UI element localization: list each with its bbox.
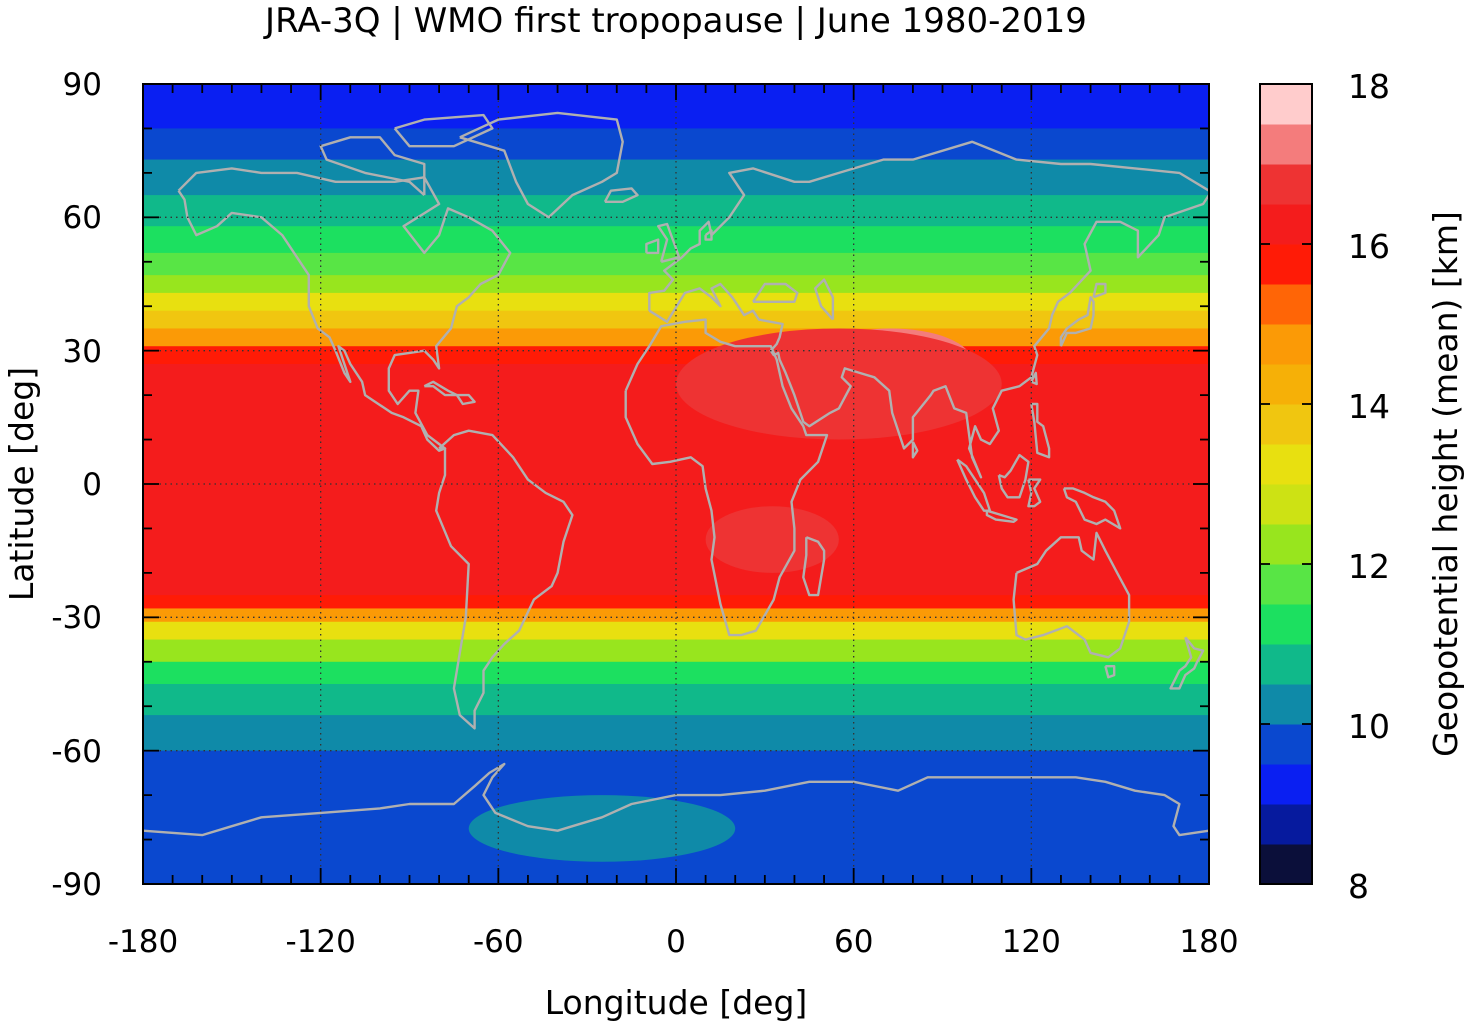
y-tick-label: 90 xyxy=(63,67,102,103)
coastline xyxy=(1059,296,1095,347)
coastline xyxy=(393,113,494,148)
colorbar-tick-label: 18 xyxy=(1348,67,1390,106)
contour-band xyxy=(143,608,1209,623)
colorbar-swatch xyxy=(1260,484,1312,525)
x-tick-label: -180 xyxy=(108,924,178,960)
coastline xyxy=(177,167,512,452)
contour-band xyxy=(143,484,1209,574)
coastline xyxy=(1104,665,1116,679)
axis-ticks xyxy=(142,83,1210,885)
x-tick-label: 180 xyxy=(1179,924,1238,960)
coastline xyxy=(459,111,624,219)
y-tick-label: 30 xyxy=(63,334,102,370)
contour-feature xyxy=(705,506,839,573)
colorbar-swatch xyxy=(1260,644,1312,685)
colorbar-swatch xyxy=(1260,564,1312,605)
colorbar-label: Geopotential height (mean) [km] xyxy=(1426,211,1465,757)
coastline xyxy=(603,187,639,204)
colorbar-swatch xyxy=(1260,204,1312,245)
contour-feature xyxy=(676,328,1002,440)
contour-feature xyxy=(468,795,736,862)
plot-area xyxy=(143,84,1209,884)
x-tick-label: 60 xyxy=(834,924,873,960)
colorbar-swatch xyxy=(1260,244,1312,285)
colorbar-tick-label: 8 xyxy=(1348,867,1369,906)
colorbar-tick-label: 10 xyxy=(1348,707,1390,746)
colorbar-swatch xyxy=(1260,604,1312,645)
colorbar-swatch xyxy=(1260,324,1312,365)
coastline xyxy=(814,278,835,321)
colorbar-tick-label: 14 xyxy=(1348,387,1390,426)
coastline xyxy=(751,282,799,303)
y-tick-label: -90 xyxy=(51,867,102,903)
contour-band xyxy=(143,292,1209,312)
coastline xyxy=(1062,487,1122,530)
coastline xyxy=(1169,636,1205,690)
y-tick-label: 0 xyxy=(82,467,102,503)
x-tick-label: 0 xyxy=(666,924,686,960)
coastline xyxy=(1030,402,1051,459)
colorbar-swatch xyxy=(1260,84,1312,125)
coastlines xyxy=(143,111,1209,837)
coastline xyxy=(648,140,1209,311)
colorbar-tick-label: 12 xyxy=(1348,547,1390,586)
colorbar xyxy=(1260,83,1312,885)
colorbar-swatch xyxy=(1260,124,1312,165)
y-tick-label: -60 xyxy=(51,734,102,770)
contour-band xyxy=(143,252,1209,276)
coastline xyxy=(997,453,1030,499)
y-tick-label: 60 xyxy=(63,200,102,236)
x-tick-label: -120 xyxy=(286,924,356,960)
contour-band xyxy=(143,128,1209,161)
y-axis-label: Latitude [deg] xyxy=(2,367,41,601)
colorbar-swatch xyxy=(1260,364,1312,405)
colorbar-swatch xyxy=(1260,804,1312,845)
coastline xyxy=(319,136,426,196)
contour-features xyxy=(468,328,1002,862)
coastline xyxy=(435,429,574,730)
colorbar-swatch xyxy=(1260,404,1312,445)
coastline xyxy=(143,762,1209,837)
colorbar-swatch xyxy=(1260,284,1312,325)
colorbar-swatch xyxy=(1260,524,1312,565)
contour-band xyxy=(143,275,1209,294)
coastline xyxy=(657,222,681,263)
coastline xyxy=(985,509,1018,523)
colorbar-tick-label: 16 xyxy=(1348,227,1390,266)
contour-band xyxy=(143,364,1209,396)
colorbar-swatch xyxy=(1260,764,1312,805)
coastline xyxy=(645,238,660,255)
contour-band xyxy=(143,572,1209,596)
coastline xyxy=(455,393,476,406)
colorbar-swatch xyxy=(1260,164,1312,205)
coastline xyxy=(1012,531,1131,659)
contour-band xyxy=(143,621,1209,641)
colorbar-swatch xyxy=(1260,844,1312,885)
y-tick-label: -30 xyxy=(51,600,102,636)
coastline xyxy=(624,318,829,637)
contour-band xyxy=(143,310,1209,330)
colorbar-swatch xyxy=(1260,724,1312,765)
x-tick-label: -60 xyxy=(473,924,524,960)
coastline xyxy=(1092,282,1107,299)
coastline xyxy=(1027,478,1042,508)
coastline xyxy=(802,536,826,597)
grid-lines xyxy=(143,84,1209,884)
coastline xyxy=(704,229,713,241)
coastline xyxy=(911,441,919,459)
chart-title: JRA-3Q | WMO first tropopause | June 198… xyxy=(263,1,1087,41)
x-tick-label: 120 xyxy=(1002,924,1061,960)
x-axis-label: Longitude [deg] xyxy=(545,983,808,1022)
colorbar-swatch xyxy=(1260,684,1312,725)
colorbar-frame xyxy=(1259,83,1313,885)
coastline xyxy=(648,194,1209,479)
contour-band xyxy=(143,684,1209,716)
coastline xyxy=(1030,371,1038,386)
colorbar-swatch xyxy=(1260,444,1312,485)
